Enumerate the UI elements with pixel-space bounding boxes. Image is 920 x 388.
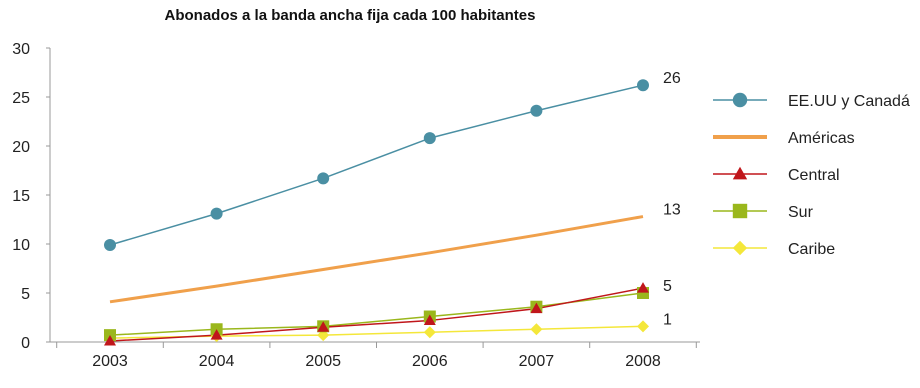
data-point: [637, 320, 649, 333]
legend-marker: [732, 240, 748, 256]
data-point: [637, 282, 649, 293]
series-line: [109, 215, 644, 304]
end-value-label: 13: [663, 202, 681, 219]
data-point: [104, 238, 116, 251]
x-tick-label: 2005: [305, 353, 341, 370]
legend-label: EE.UU y Canadá: [788, 93, 910, 110]
y-tick-label: 10: [12, 237, 30, 254]
legend-label: Caribe: [788, 241, 835, 258]
end-value-label: 1: [663, 311, 672, 328]
y-tick-label: 15: [12, 188, 30, 205]
x-tick-label: 2003: [92, 353, 128, 370]
data-point: [637, 79, 649, 92]
end-value-label: 26: [663, 70, 681, 87]
y-tick-label: 0: [21, 335, 30, 352]
series-line: [109, 84, 644, 246]
legend-marker: [732, 166, 748, 180]
data-point: [423, 132, 436, 145]
y-tick-label: 30: [12, 41, 30, 58]
y-tick-label: 25: [12, 90, 30, 107]
data-point: [530, 104, 543, 117]
end-value-label: 5: [663, 278, 672, 295]
data-point: [423, 326, 436, 339]
legend-label: Américas: [788, 130, 855, 147]
data-point: [530, 302, 543, 314]
legend-marker: [732, 92, 748, 108]
legend-label: Sur: [788, 204, 814, 221]
data-point: [210, 329, 223, 340]
legend-marker: [732, 203, 748, 219]
chart-title: Abonados a la banda ancha fija cada 100 …: [165, 7, 536, 24]
data-point: [317, 172, 330, 185]
series-line: [109, 287, 644, 342]
data-point: [530, 323, 543, 336]
data-point: [317, 321, 330, 332]
y-tick-label: 5: [21, 286, 30, 303]
x-tick-label: 2004: [199, 353, 235, 370]
data-point: [210, 207, 223, 220]
x-tick-label: 2008: [625, 353, 661, 370]
x-tick-label: 2007: [519, 353, 555, 370]
x-tick-label: 2006: [412, 353, 448, 370]
data-point: [104, 335, 116, 346]
data-point: [423, 314, 436, 325]
legend-label: Central: [788, 167, 840, 184]
y-tick-label: 20: [12, 139, 30, 156]
series-line: [109, 292, 644, 336]
